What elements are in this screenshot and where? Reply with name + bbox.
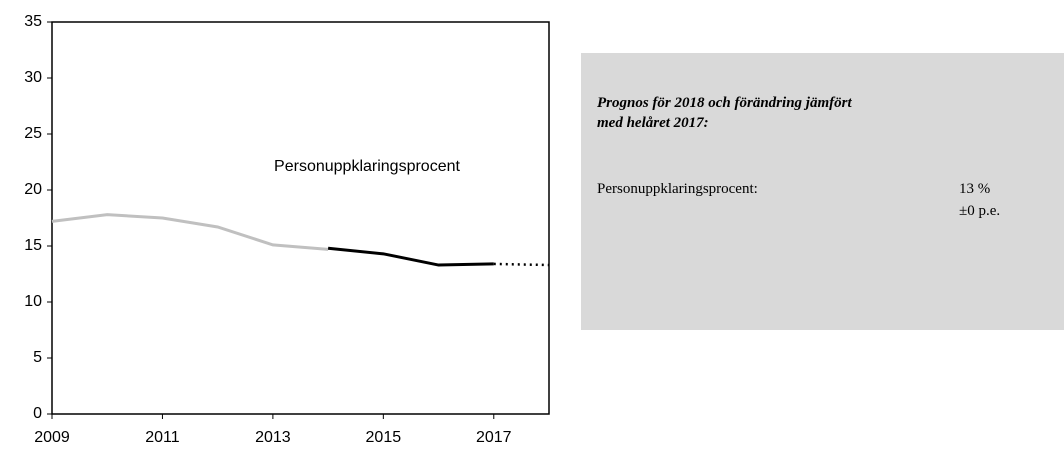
line-series — [493, 262, 550, 267]
y-tick-label: 30 — [24, 69, 42, 86]
line-series — [51, 213, 329, 251]
y-tick-label: 5 — [33, 349, 42, 366]
y-tick-label: 35 — [24, 13, 42, 30]
x-tick-label: 2017 — [476, 429, 512, 446]
y-tick-label: 10 — [24, 293, 42, 310]
x-tick-label: 2015 — [366, 429, 402, 446]
panel-title: Prognos för 2018 och förändring jämfört … — [597, 95, 852, 131]
y-tick-label: 20 — [24, 181, 42, 198]
line-series — [327, 246, 494, 267]
chart: Personuppklaringsprocent 0 5 10 15 20 25 30 35 2… — [24, 13, 550, 446]
y-tick-label: 0 — [33, 405, 42, 422]
y-tick-label: 25 — [24, 125, 42, 142]
y-tick-label: 15 — [24, 237, 42, 254]
panel-change: ±0 p.e. — [959, 203, 1001, 219]
x-tick-label: 2009 — [34, 429, 70, 446]
panel-value: 13 % — [959, 181, 991, 197]
x-tick-label: 2013 — [255, 429, 291, 446]
panel-label: Personuppklaringsprocent: — [597, 181, 758, 197]
plot-frame — [51, 21, 550, 415]
annotation: Personuppklaringsprocent — [274, 158, 460, 175]
x-tick-label: 2011 — [145, 429, 180, 446]
forecast-panel: Prognos för 2018 och förändring jämfört … — [581, 53, 1064, 330]
